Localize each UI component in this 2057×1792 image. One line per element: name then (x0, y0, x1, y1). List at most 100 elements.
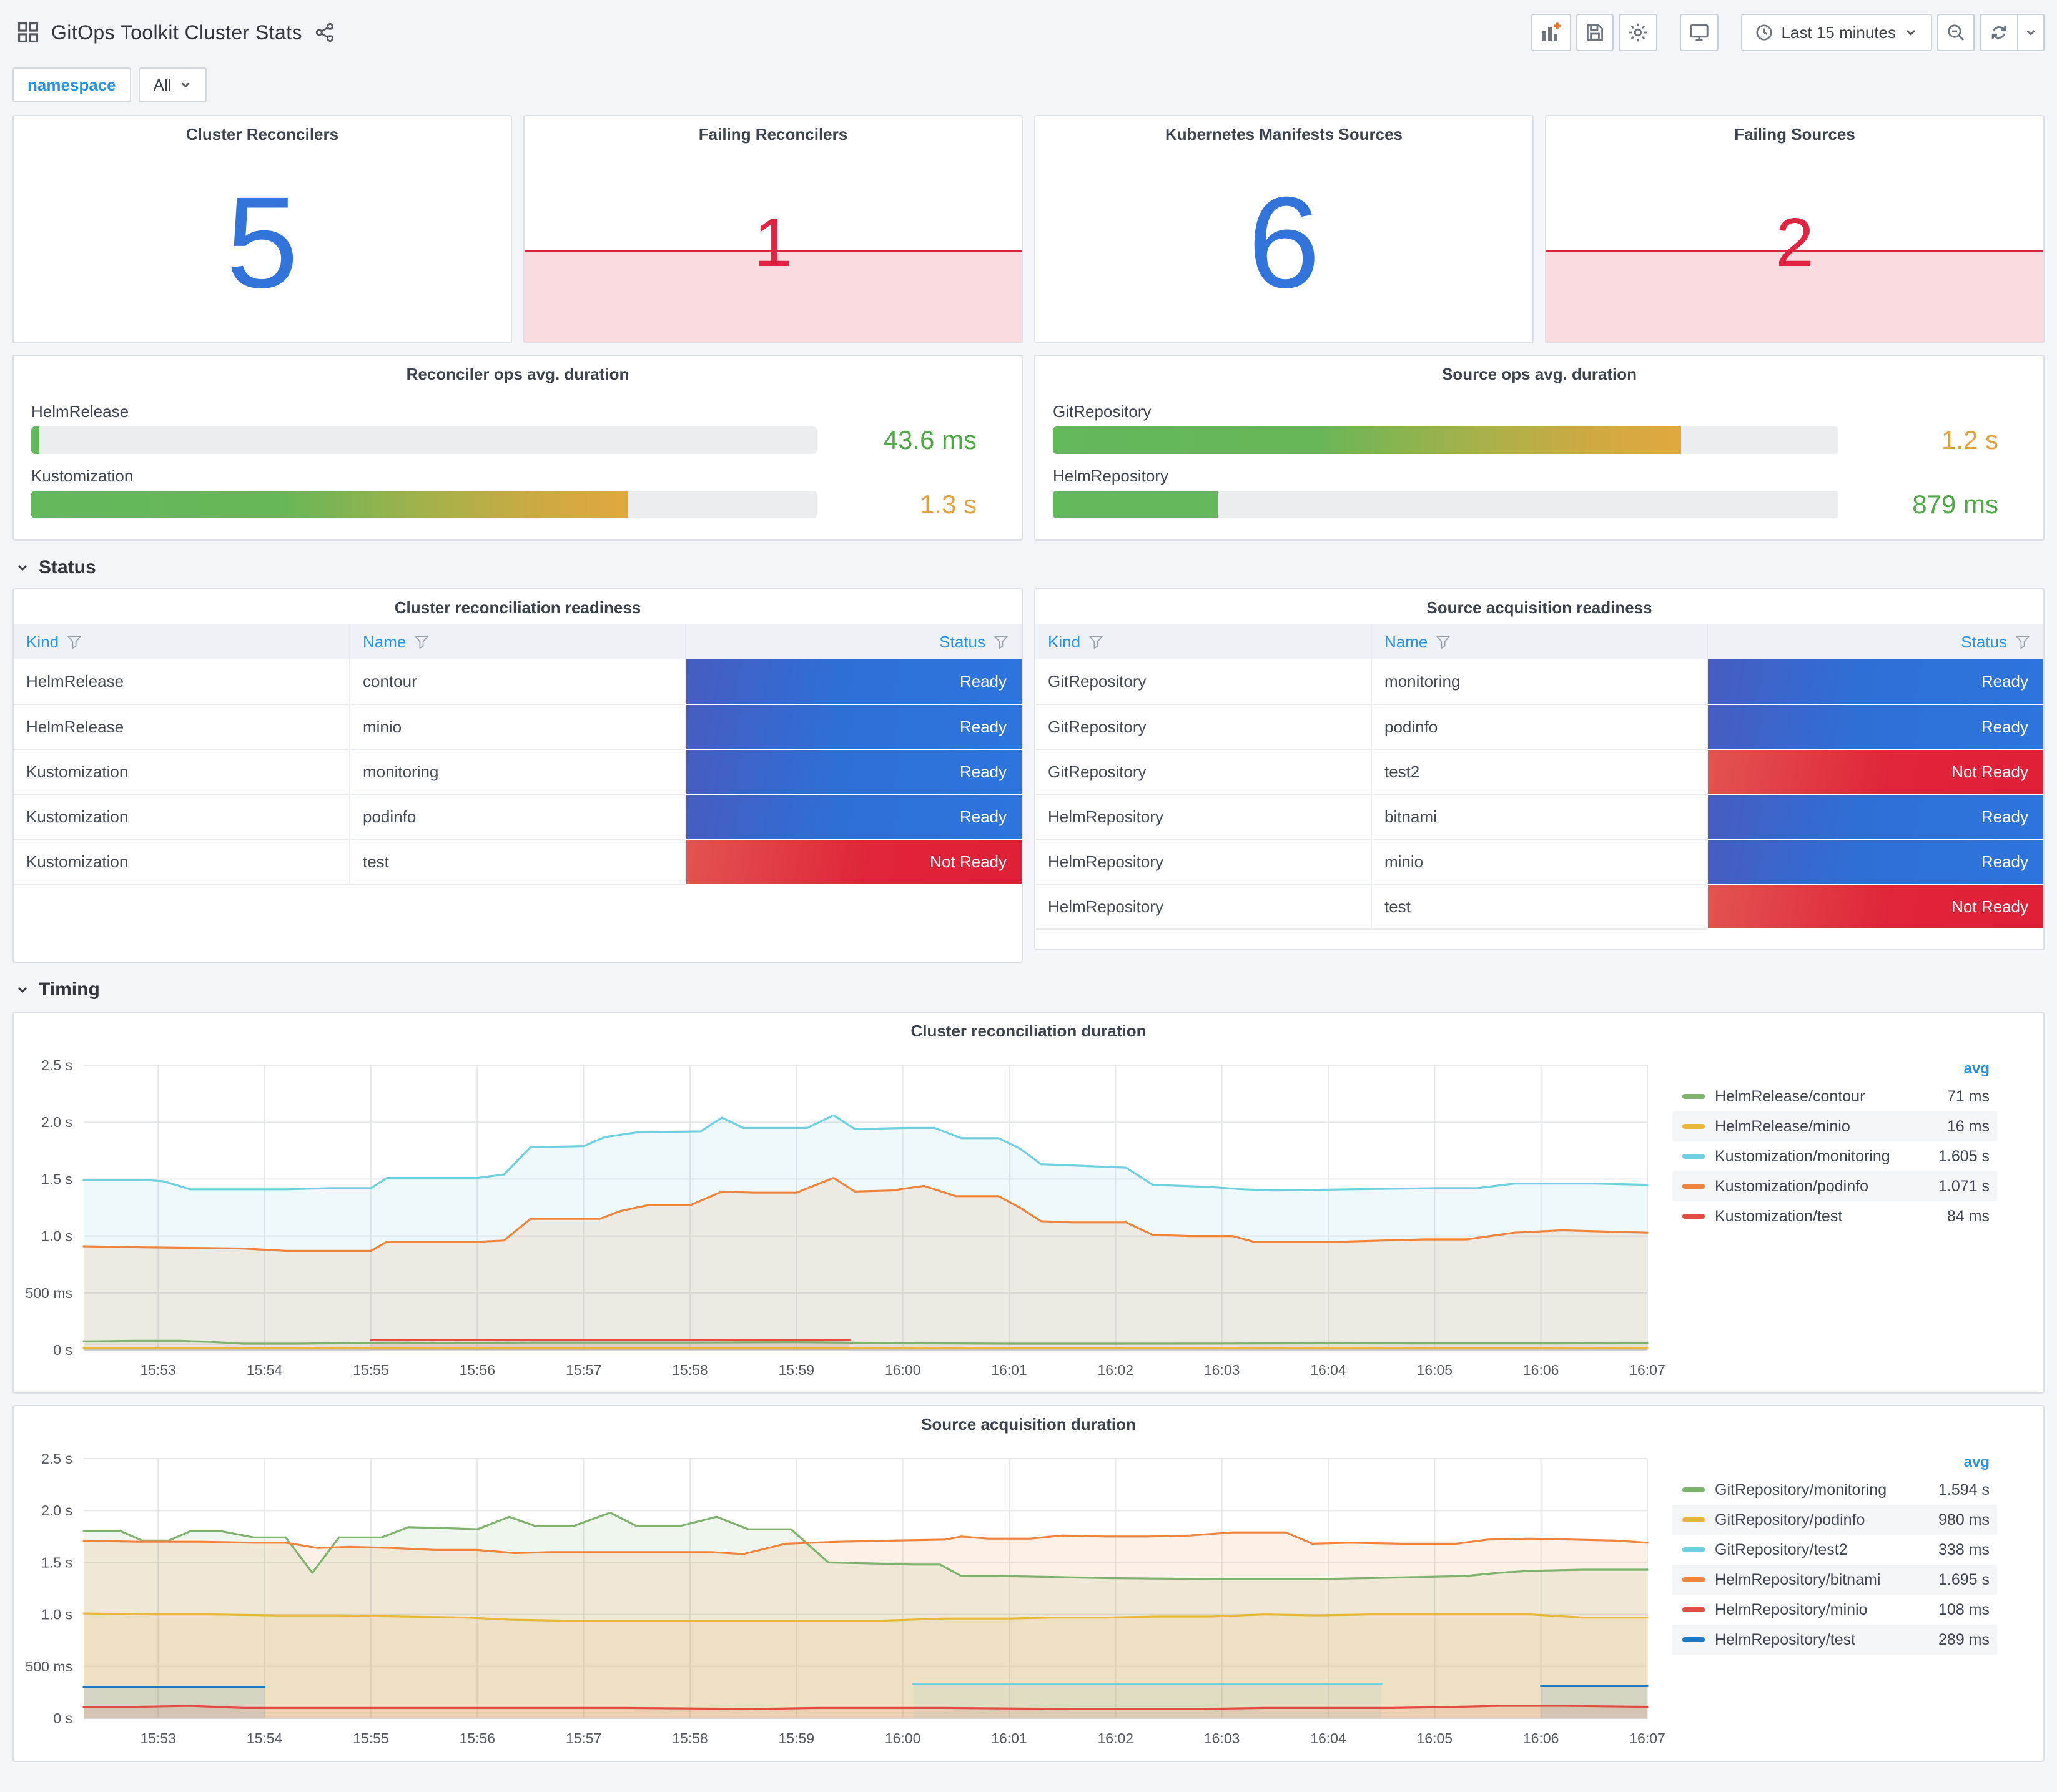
svg-text:15:57: 15:57 (566, 1362, 602, 1378)
variable-namespace-label[interactable]: namespace (12, 67, 131, 102)
chart-plot-area[interactable]: 15:53 15:54 15:55 15:56 15:57 15:58 15:59 16:00… (19, 1441, 1665, 1756)
series-name[interactable]: HelmRelease/minio (1715, 1117, 1850, 1135)
readiness-table-panel: Cluster reconciliation readiness Kind Na… (12, 588, 1023, 963)
time-range-picker[interactable]: Last 15 minutes (1741, 14, 1932, 51)
table-column-header[interactable]: Status (686, 624, 1022, 659)
bar-gauge-row: HelmRelease 43.6 ms (31, 402, 1004, 455)
section-timing-label: Timing (39, 979, 100, 1000)
bar-gauge-value: 1.3 s (919, 490, 977, 519)
cell-kind: GitRepository (1035, 704, 1372, 750)
bar-gauge-track (1053, 426, 1838, 454)
bar-gauge-panel-title[interactable]: Reconciler ops avg. duration (406, 365, 629, 383)
apps-grid-icon[interactable] (17, 22, 39, 43)
series-name[interactable]: HelmRepository/minio (1715, 1600, 1868, 1618)
svg-text:16:01: 16:01 (991, 1362, 1027, 1378)
cell-status: Not Ready (1707, 884, 2043, 930)
table-column-header[interactable]: Name (350, 624, 686, 659)
table-row: HelmRepository minio Ready (1035, 839, 2043, 885)
toolbar: Last 15 minutes (1531, 14, 2045, 51)
bar-gauge-value: 43.6 ms (883, 425, 977, 455)
stat-panel: Cluster Reconcilers 5 (12, 115, 512, 343)
legend-avg-header[interactable]: avg (1963, 1454, 1990, 1470)
bar-gauge-panel-title[interactable]: Source ops avg. duration (1441, 365, 1637, 383)
dashboard-settings-button[interactable] (1619, 14, 1658, 51)
series-name[interactable]: GitRepository/monitoring (1715, 1480, 1887, 1499)
stat-panel-title[interactable]: Cluster Reconcilers (185, 125, 339, 144)
filter-funnel-icon[interactable] (1435, 634, 1451, 650)
legend-item: HelmRelease/minio 16 ms (1672, 1111, 1997, 1141)
series-name[interactable]: HelmRepository/bitnami (1715, 1570, 1881, 1588)
cell-name: monitoring (1371, 659, 1708, 705)
cycle-view-mode-button[interactable] (1680, 14, 1719, 51)
legend-item: GitRepository/test2 338 ms (1672, 1535, 1997, 1565)
variable-value-text: All (153, 75, 172, 94)
page-title[interactable]: GitOps Toolkit Cluster Stats (51, 21, 302, 44)
zoom-out-time-button[interactable] (1937, 14, 1975, 51)
timeseries-panel: Source acquisition duration 15:53 15:54 15… (12, 1405, 2045, 1762)
save-dashboard-button[interactable] (1576, 14, 1614, 51)
table-column-header[interactable]: Kind (1035, 624, 1372, 659)
series-name[interactable]: GitRepository/test2 (1715, 1540, 1848, 1558)
cell-name: podinfo (1371, 704, 1708, 750)
bar-gauge-row: Kustomization 1.3 s (31, 466, 1004, 519)
zoom-out-icon (1948, 24, 1964, 41)
cell-kind: Kustomization (14, 749, 350, 795)
chevron-down-icon (17, 564, 27, 571)
section-row-status[interactable]: Status (15, 557, 2045, 578)
table-column-header[interactable]: Kind (14, 624, 350, 659)
series-name[interactable]: HelmRelease/contour (1715, 1087, 1865, 1105)
table-column-header[interactable]: Status (1707, 624, 2043, 659)
refresh-interval-dropdown[interactable] (2017, 14, 2045, 51)
refresh-button[interactable] (1980, 14, 2017, 51)
stat-panel: Kubernetes Manifests Sources 6 (1034, 115, 1534, 343)
stat-value: 5 (226, 170, 298, 315)
svg-text:16:04: 16:04 (1310, 1730, 1346, 1746)
table-panel-title[interactable]: Cluster reconciliation readiness (394, 598, 641, 617)
series-name[interactable]: GitRepository/podinfo (1715, 1510, 1865, 1529)
save-icon (1587, 24, 1604, 41)
stat-panel-title[interactable]: Kubernetes Manifests Sources (1165, 125, 1403, 144)
filter-funnel-icon[interactable] (66, 634, 82, 650)
cell-name: test2 (1371, 749, 1708, 795)
svg-text:16:05: 16:05 (1417, 1730, 1453, 1746)
share-icon[interactable] (315, 22, 335, 42)
series-avg-value: 1.695 s (1938, 1570, 1990, 1588)
table-panel-title[interactable]: Source acquisition readiness (1426, 598, 1652, 617)
filter-funnel-icon[interactable] (1088, 634, 1104, 650)
series-color-dash (1682, 1154, 1705, 1159)
chart-panel-title[interactable]: Cluster reconciliation duration (910, 1022, 1147, 1040)
svg-text:1.5 s: 1.5 s (41, 1554, 72, 1570)
series-color-dash (1682, 1547, 1705, 1552)
legend-avg-header[interactable]: avg (1963, 1060, 1990, 1077)
cell-status: Ready (686, 659, 1022, 705)
series-avg-value: 980 ms (1938, 1510, 1990, 1529)
monitor-icon (1690, 24, 1709, 41)
stat-panel-title[interactable]: Failing Reconcilers (698, 125, 848, 144)
series-name[interactable]: Kustomization/podinfo (1715, 1177, 1868, 1195)
series-name[interactable]: Kustomization/test (1715, 1207, 1843, 1225)
filter-funnel-icon[interactable] (2015, 634, 2031, 650)
series-color-dash (1682, 1577, 1705, 1582)
add-panel-button[interactable] (1531, 14, 1572, 51)
series-avg-value: 1.071 s (1938, 1177, 1990, 1195)
chart-panel-title[interactable]: Source acquisition duration (921, 1415, 1136, 1434)
series-avg-value: 338 ms (1938, 1540, 1990, 1558)
filter-funnel-icon[interactable] (993, 634, 1009, 650)
column-label: Kind (1048, 632, 1081, 651)
stat-panel-title[interactable]: Failing Sources (1734, 125, 1855, 144)
bar-gauge-fill (1053, 426, 1682, 454)
series-name[interactable]: Kustomization/monitoring (1715, 1147, 1890, 1165)
section-row-timing[interactable]: Timing (15, 979, 2045, 1000)
svg-text:15:53: 15:53 (140, 1362, 176, 1378)
chart-plot-area[interactable]: 15:53 15:54 15:55 15:56 15:57 15:58 15:59 16:00… (19, 1048, 1665, 1387)
table-row: Kustomization podinfo Ready (14, 794, 1022, 840)
filter-funnel-icon[interactable] (413, 634, 430, 650)
column-label: Name (1384, 632, 1428, 651)
series-name[interactable]: HelmRepository/test (1715, 1630, 1856, 1648)
section-status-label: Status (39, 557, 96, 578)
svg-text:15:59: 15:59 (778, 1730, 814, 1746)
table-column-header[interactable]: Name (1371, 624, 1708, 659)
cell-status: Ready (1707, 659, 2043, 705)
variable-namespace-value[interactable]: All (138, 67, 207, 102)
bar-gauge-fill (31, 426, 39, 454)
